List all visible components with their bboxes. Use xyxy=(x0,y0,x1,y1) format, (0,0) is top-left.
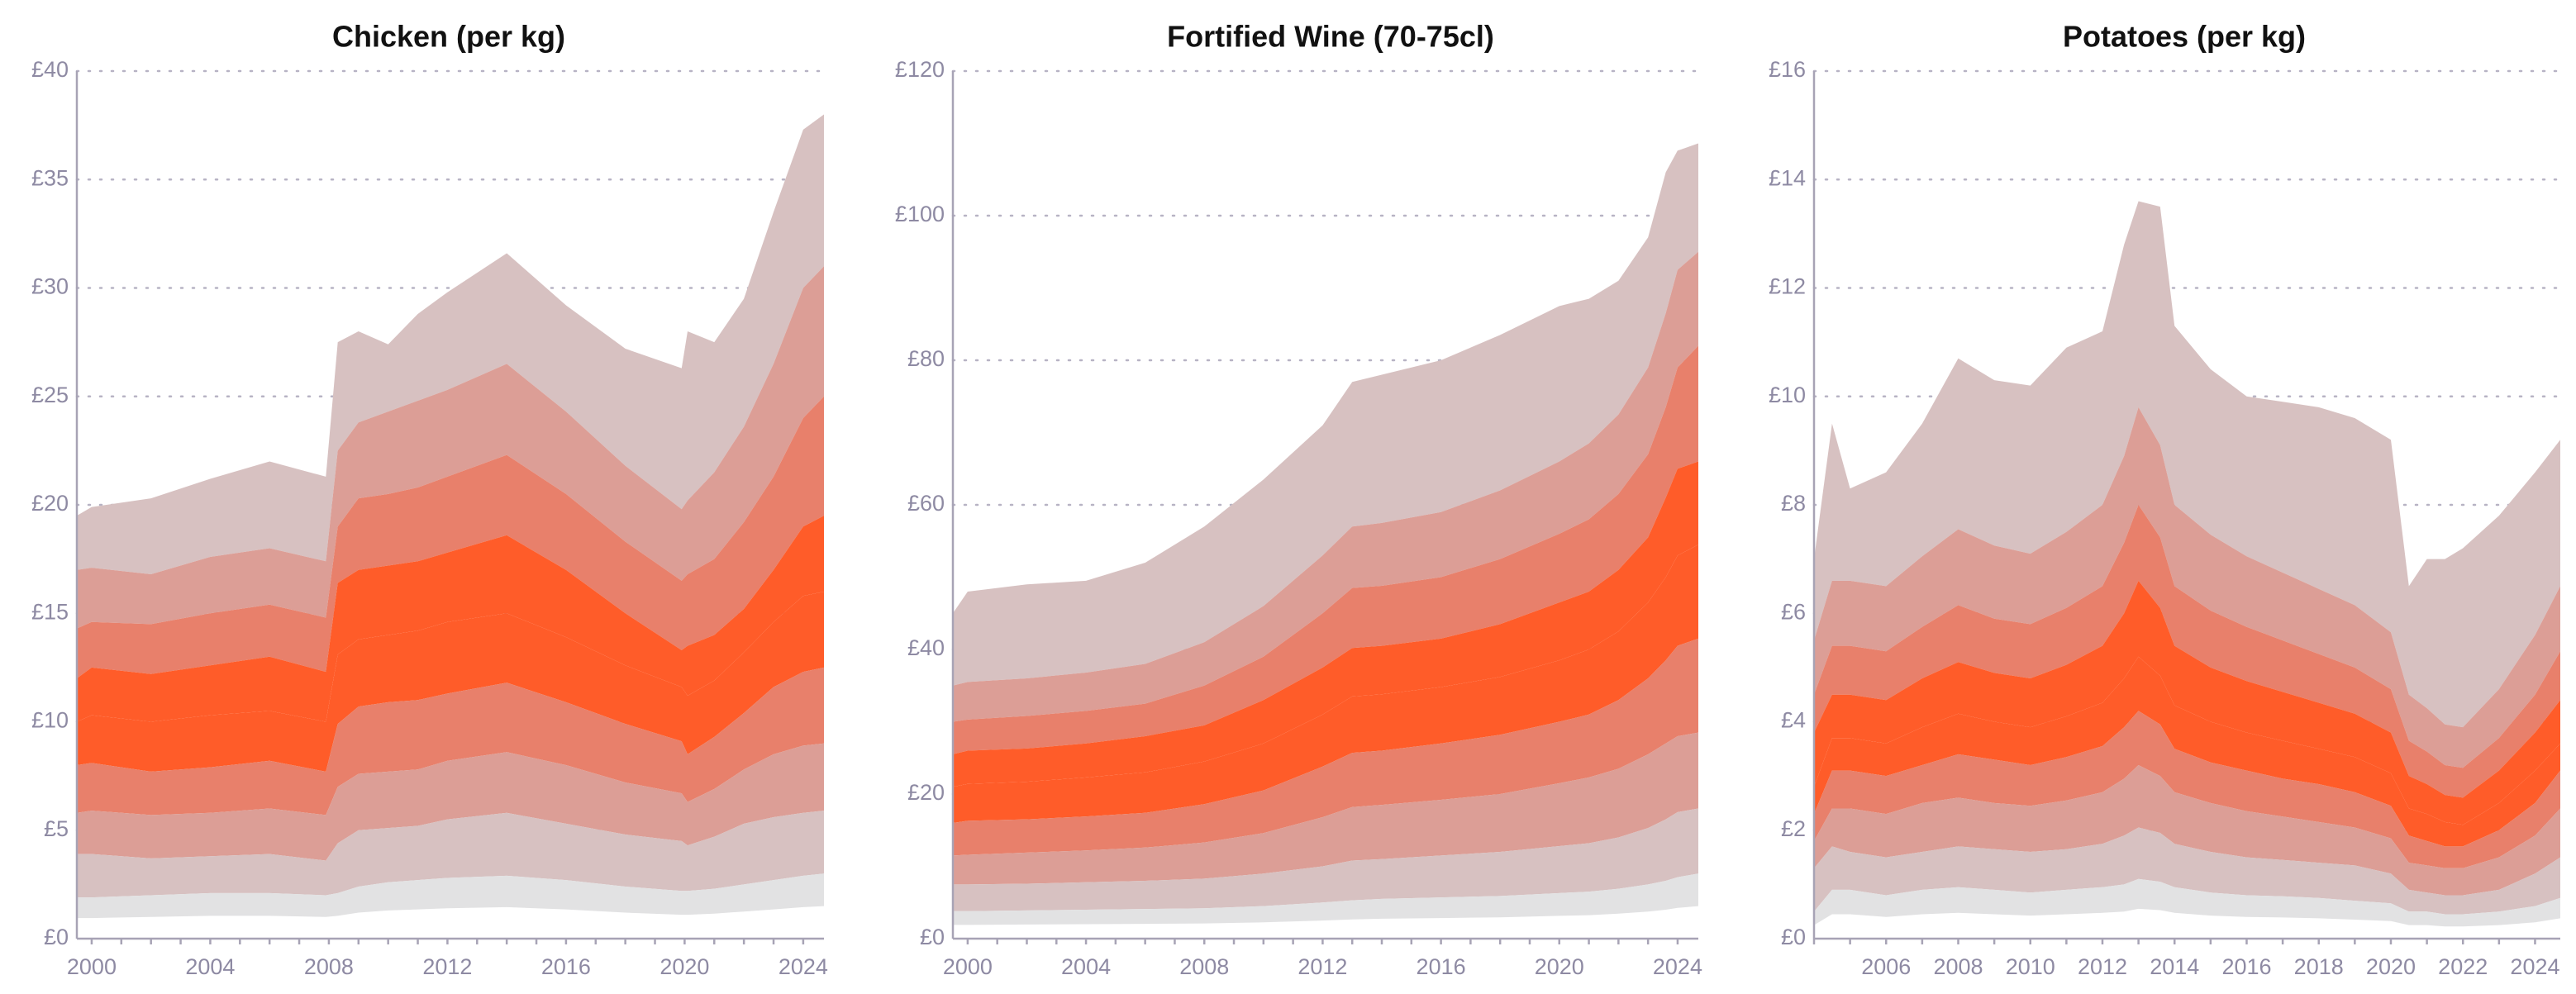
chart-title: Potatoes (per kg) xyxy=(2063,20,2306,54)
y-tick-label: £12 xyxy=(1769,274,1806,299)
chart-panel-1: Chicken (per kg) £0 £5 £10 £15 £20 £25 £30 £35 £4… xyxy=(31,20,828,980)
y-tick-label: £40 xyxy=(907,635,945,660)
x-tick-label: 2022 xyxy=(2438,954,2488,979)
y-tick-label: £80 xyxy=(907,346,945,371)
band-4 xyxy=(953,638,1698,856)
chart-panel-3: Potatoes (per kg) £0 £2 £4 £6 £8 £10 £12 £14 £16 2… xyxy=(1769,20,2562,979)
x-tick-label: 2000 xyxy=(67,954,117,979)
y-tick-label: £20 xyxy=(31,491,69,516)
x-tick-label: 2000 xyxy=(943,954,993,979)
y-tick-label: £15 xyxy=(31,599,69,624)
band-8 xyxy=(1814,407,2560,768)
x-tick-label: 2018 xyxy=(2294,954,2344,979)
band-7 xyxy=(77,396,824,678)
chart-title: Fortified Wine (70-75cl) xyxy=(1167,20,1494,54)
band-3 xyxy=(1814,765,2560,896)
y-tick-label: £35 xyxy=(31,165,69,190)
y-tick-label: £16 xyxy=(1769,57,1806,82)
band-6 xyxy=(77,516,824,722)
y-tick-label: £0 xyxy=(44,925,69,949)
y-tick-label: £2 xyxy=(1781,816,1806,841)
x-tick-label: 2008 xyxy=(1933,954,1983,979)
band-8 xyxy=(77,266,824,629)
x-tick-label: 2010 xyxy=(2006,954,2055,979)
x-tick-label: 2006 xyxy=(1861,954,1911,979)
x-tick-label: 2024 xyxy=(1653,954,1702,979)
band-2 xyxy=(1814,827,2560,915)
x-tick-label: 2016 xyxy=(2221,954,2271,979)
y-tick-label: £60 xyxy=(907,491,945,516)
band-1 xyxy=(77,873,824,919)
band-2 xyxy=(77,811,824,898)
y-tick-label: £5 xyxy=(44,816,69,841)
band-2 xyxy=(953,808,1698,911)
x-tick-label: 2020 xyxy=(1535,954,1584,979)
x-tick-label: 2012 xyxy=(422,954,472,979)
y-tick-label: £8 xyxy=(1781,491,1806,516)
band-3 xyxy=(77,743,824,861)
y-tick-label: £100 xyxy=(895,202,945,226)
band-7 xyxy=(953,345,1698,754)
band-9 xyxy=(1814,201,2560,728)
band-7 xyxy=(1814,505,2560,798)
y-tick-label: £6 xyxy=(1781,599,1806,624)
band-5 xyxy=(953,545,1698,823)
band-6 xyxy=(1814,580,2560,825)
x-tick-label: 2020 xyxy=(659,954,709,979)
band-8 xyxy=(953,251,1698,722)
x-tick-label: 2012 xyxy=(2078,954,2127,979)
y-tick-label: £10 xyxy=(31,708,69,733)
y-tick-label: £0 xyxy=(1781,925,1806,949)
band-5 xyxy=(1814,656,2560,847)
y-tick-label: £30 xyxy=(31,274,69,299)
band-1 xyxy=(953,873,1698,925)
x-tick-label: 2004 xyxy=(185,954,235,979)
x-tick-label: 2024 xyxy=(779,954,828,979)
band-9 xyxy=(77,114,824,574)
band-6 xyxy=(953,461,1698,787)
band-4 xyxy=(77,667,824,816)
band-5 xyxy=(77,592,824,772)
band-3 xyxy=(953,732,1698,885)
x-tick-label: 2020 xyxy=(2366,954,2416,979)
chart-title: Chicken (per kg) xyxy=(332,20,565,54)
x-tick-label: 2004 xyxy=(1061,954,1111,979)
x-tick-label: 2024 xyxy=(2510,954,2559,979)
band-4 xyxy=(1814,711,2560,868)
x-tick-label: 2014 xyxy=(2150,954,2199,979)
x-tick-label: 2008 xyxy=(304,954,354,979)
y-tick-label: £0 xyxy=(920,925,945,949)
y-tick-label: £25 xyxy=(31,383,69,407)
y-tick-label: £14 xyxy=(1769,165,1806,190)
chart-panel-2: Fortified Wine (70-75cl) £0 £20 £40 £60 £80 £1… xyxy=(895,20,1702,980)
x-tick-label: 2016 xyxy=(1417,954,1466,979)
y-tick-label: £120 xyxy=(895,57,945,82)
y-tick-label: £4 xyxy=(1781,708,1806,733)
y-tick-label: £40 xyxy=(31,57,69,82)
y-tick-label: £10 xyxy=(1769,383,1806,407)
x-tick-label: 2012 xyxy=(1298,954,1347,979)
y-tick-label: £20 xyxy=(907,780,945,805)
band-1 xyxy=(1814,878,2560,927)
x-tick-label: 2016 xyxy=(541,954,591,979)
x-tick-label: 2008 xyxy=(1179,954,1229,979)
band-9 xyxy=(953,143,1698,686)
